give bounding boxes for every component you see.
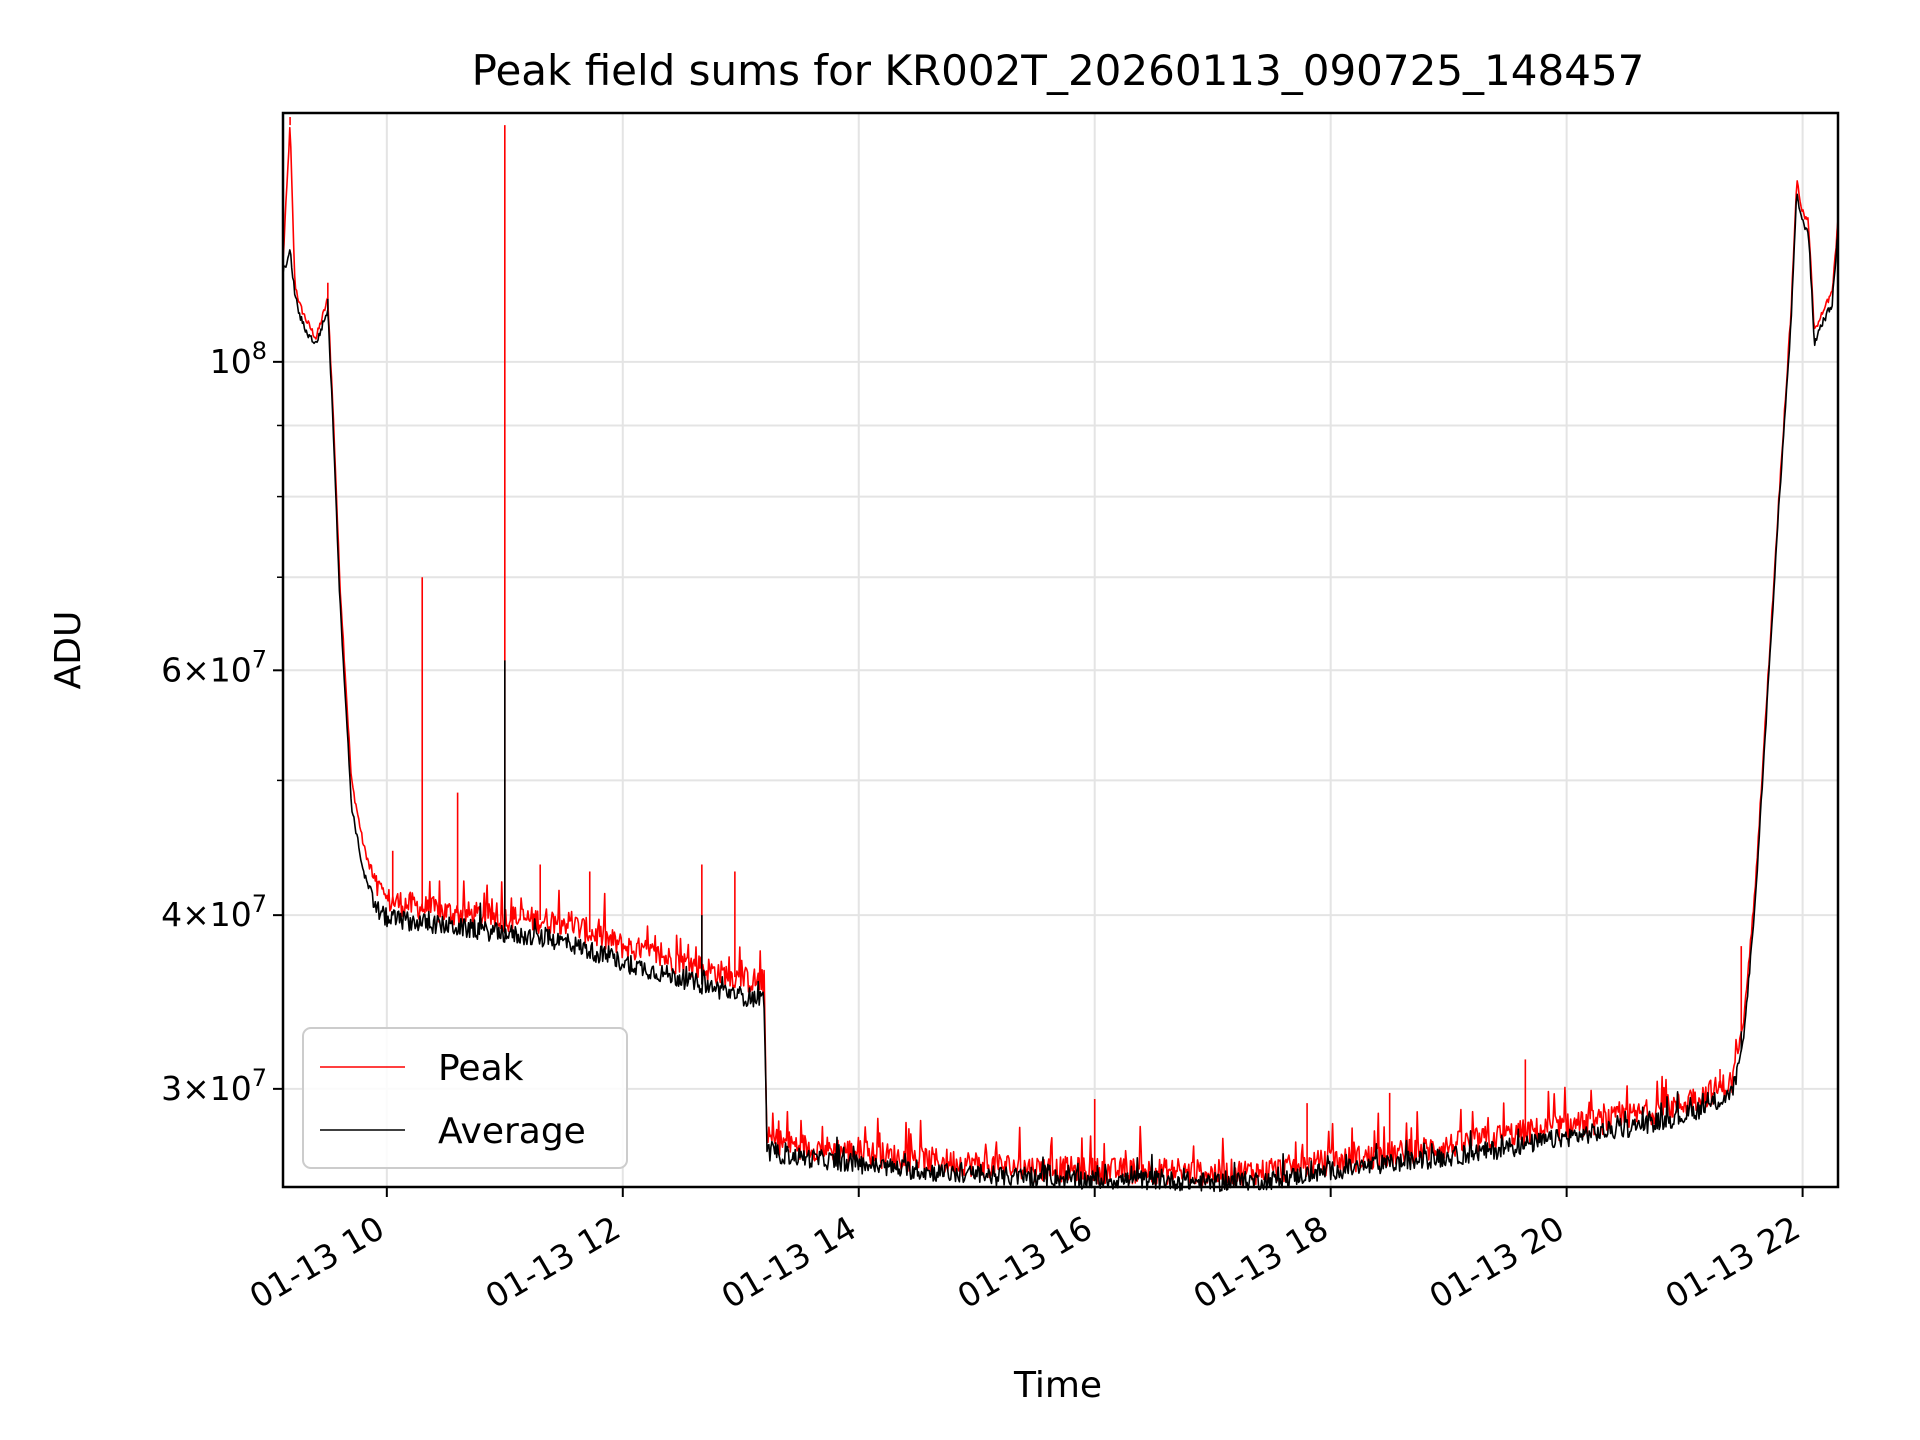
- series-average: [282, 193, 1839, 1193]
- y-axis-label: ADU: [48, 611, 89, 690]
- series-layer: [282, 117, 1839, 1193]
- plot-frame: [281, 111, 1840, 1189]
- chart-title: Peak field sums for KR002T_20260113_0907…: [472, 46, 1645, 95]
- series-line: [282, 193, 1839, 1193]
- legend-box: [302, 1027, 628, 1169]
- grid: [283, 113, 1838, 1187]
- legend-average-label: Average: [438, 1111, 586, 1152]
- y-tick-label: 4×107: [161, 890, 267, 934]
- legend-peak-label: Peak: [438, 1048, 524, 1089]
- legend: Peak Average: [302, 1027, 628, 1169]
- y-tick-label: 108: [210, 337, 267, 381]
- y-tick-label: 6×107: [161, 645, 267, 689]
- series-line: [282, 126, 1839, 1187]
- x-axis-label: Time: [1013, 1365, 1102, 1406]
- y-tick-label: 3×107: [161, 1064, 267, 1108]
- y-axis: 3×107 4×107 6×107 108: [161, 337, 283, 1108]
